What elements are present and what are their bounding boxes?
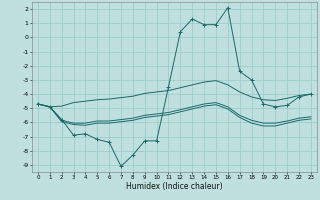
X-axis label: Humidex (Indice chaleur): Humidex (Indice chaleur) bbox=[126, 182, 223, 191]
